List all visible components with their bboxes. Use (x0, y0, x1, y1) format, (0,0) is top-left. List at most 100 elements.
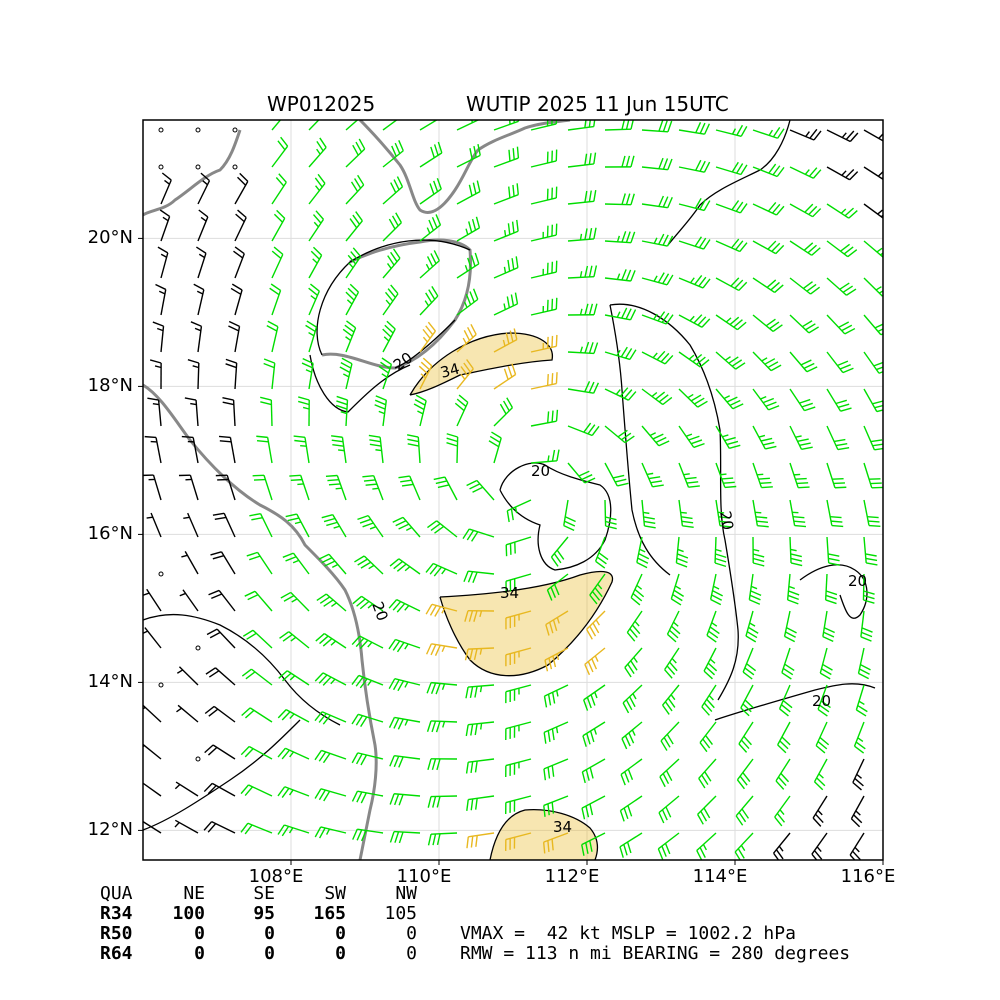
wind-barb (594, 536, 609, 569)
wind-barb (530, 149, 558, 168)
wind-barb (670, 573, 685, 606)
wind-barb (824, 573, 838, 605)
wind-barb (752, 277, 784, 294)
gale-region-north (410, 333, 553, 395)
wind-barb (433, 476, 458, 501)
row-label-r34: R34 (100, 903, 133, 924)
wind-barb (678, 122, 711, 135)
wind-barb (446, 433, 459, 464)
wind-barb (388, 678, 421, 692)
wind-barb (752, 536, 765, 567)
wind-barb (863, 462, 883, 489)
wind-barb (822, 610, 835, 643)
wind-barb (678, 275, 711, 289)
wind-barb (567, 462, 596, 484)
wind-barb (666, 610, 681, 643)
wind-barb (206, 628, 236, 649)
wind-barb (308, 246, 323, 279)
wind-barb (197, 172, 211, 205)
wind-barb (678, 351, 710, 368)
calm-marker (158, 571, 164, 577)
wind-barb (352, 828, 384, 842)
wind-barb (641, 499, 656, 529)
wind-barb (146, 512, 162, 538)
wind-barb (826, 166, 859, 181)
wind-barb (604, 499, 617, 530)
wind-barb (218, 435, 236, 464)
wind-barbs (143, 120, 883, 860)
wind-barb (241, 668, 273, 686)
map-frame (142, 119, 884, 861)
wind-barb (789, 351, 818, 373)
wind-barb (660, 721, 680, 751)
wind-barb (493, 292, 519, 316)
wind-barb (463, 570, 495, 584)
contour-lines (143, 120, 876, 860)
wind-barb (345, 211, 363, 242)
wind-barb (752, 163, 785, 178)
wind-barb (752, 462, 773, 489)
wind-barb (567, 189, 597, 205)
wind-barb (774, 795, 791, 827)
wind-barb (244, 590, 273, 612)
wind-barb (342, 320, 357, 353)
wind-barb (849, 832, 865, 860)
wind-barb (789, 388, 816, 412)
wind-barb (205, 667, 236, 686)
wind-barb (315, 633, 347, 649)
wind-barb (212, 512, 236, 538)
wind-barb (427, 758, 458, 771)
wind-barb (715, 425, 741, 450)
wind-barb (321, 513, 347, 538)
wind-barb (143, 474, 162, 501)
wind-barb (357, 514, 384, 538)
rmw-summary: RMW = 113 n mi BEARING = 280 degrees (460, 943, 851, 964)
wind-barb (819, 647, 833, 680)
wind-barb (382, 212, 403, 242)
wind-barb (543, 758, 569, 781)
wind-barb (462, 528, 495, 542)
lon-label-116e: 116°E (841, 866, 896, 887)
wind-barb (382, 284, 399, 316)
wind-barb (636, 536, 650, 569)
wind-barb (789, 166, 822, 179)
wind-barb (368, 434, 384, 464)
calm-marker (195, 127, 201, 133)
wind-barb (456, 144, 481, 168)
wind-barb (641, 195, 673, 209)
wind-barb (160, 172, 172, 205)
wind-barb (456, 216, 481, 242)
wind-barb (335, 395, 349, 427)
wind-barb (215, 474, 236, 501)
wind-barb (456, 288, 479, 316)
wind-barb (493, 256, 519, 279)
axis-ticks (138, 237, 884, 865)
gale-region-south (440, 571, 613, 676)
wind-barb (678, 197, 711, 212)
wind-barb (604, 231, 636, 244)
wind-barb (155, 283, 167, 316)
wind-barb (285, 513, 310, 538)
wind-barb (624, 647, 643, 678)
wind-barb (789, 314, 819, 334)
wind-barb (789, 536, 803, 567)
wind-barb (351, 674, 384, 689)
wind-barb (783, 610, 797, 643)
wind-barb (550, 536, 569, 567)
wind-barb (314, 672, 347, 686)
wind-barb (256, 435, 273, 464)
wind-barb (392, 516, 421, 538)
wind-barb (418, 357, 433, 390)
wind-barb (789, 240, 821, 256)
row-label-r64: R64 (100, 943, 133, 964)
wind-barb (567, 381, 600, 394)
wind-barb (456, 252, 480, 279)
wind-barb (786, 573, 800, 605)
wind-barb (657, 832, 680, 860)
wind-barb (826, 425, 850, 451)
wind-barb (530, 449, 560, 464)
wind-barb (544, 647, 569, 672)
wind-barb (530, 334, 558, 353)
wind-barb (266, 320, 279, 353)
wind-barb (308, 173, 326, 205)
